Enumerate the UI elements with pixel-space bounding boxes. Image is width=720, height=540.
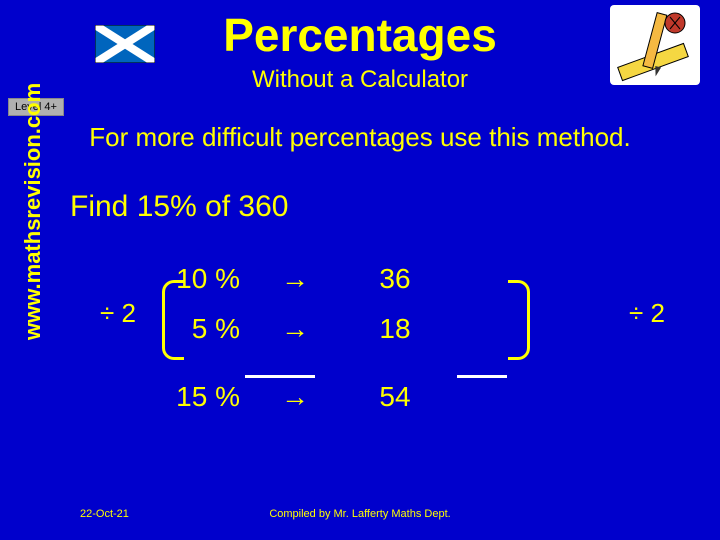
divide-by-2-right: ÷ 2: [629, 298, 665, 329]
arrow-cell: →: [240, 313, 350, 345]
bracket-right-icon: [508, 280, 530, 360]
calc-row: 10 % → 36: [130, 254, 700, 304]
bracket-left-icon: [162, 280, 184, 360]
value-cell: 54: [350, 381, 440, 413]
calc-row: 5 % → 18: [130, 304, 700, 354]
pct-cell: 10 %: [130, 263, 240, 295]
calculation-table: 10 % → 36 5 % → 18 15 % → 54: [130, 254, 700, 422]
problem-statement: Find 15% of 360: [70, 190, 700, 224]
footer-compiled: Compiled by Mr. Lafferty Maths Dept.: [0, 508, 720, 520]
arrow-cell: →: [240, 381, 350, 413]
flag-icon: [95, 25, 155, 63]
method-instruction: For more difficult percentages use this …: [0, 122, 720, 153]
underline-left: [245, 375, 315, 378]
sidebar-website: www.mathsrevision.com: [20, 83, 46, 340]
pct-cell: 5 %: [130, 313, 240, 345]
calc-row: 15 % → 54: [130, 372, 700, 422]
underline-right: [457, 375, 507, 378]
divide-by-2-left: ÷ 2: [100, 298, 136, 329]
pct-cell: 15 %: [130, 381, 240, 413]
value-cell: 36: [350, 263, 440, 295]
arrow-cell: →: [240, 263, 350, 295]
clipart-ruler-pencil: [610, 5, 700, 85]
value-cell: 18: [350, 313, 440, 345]
